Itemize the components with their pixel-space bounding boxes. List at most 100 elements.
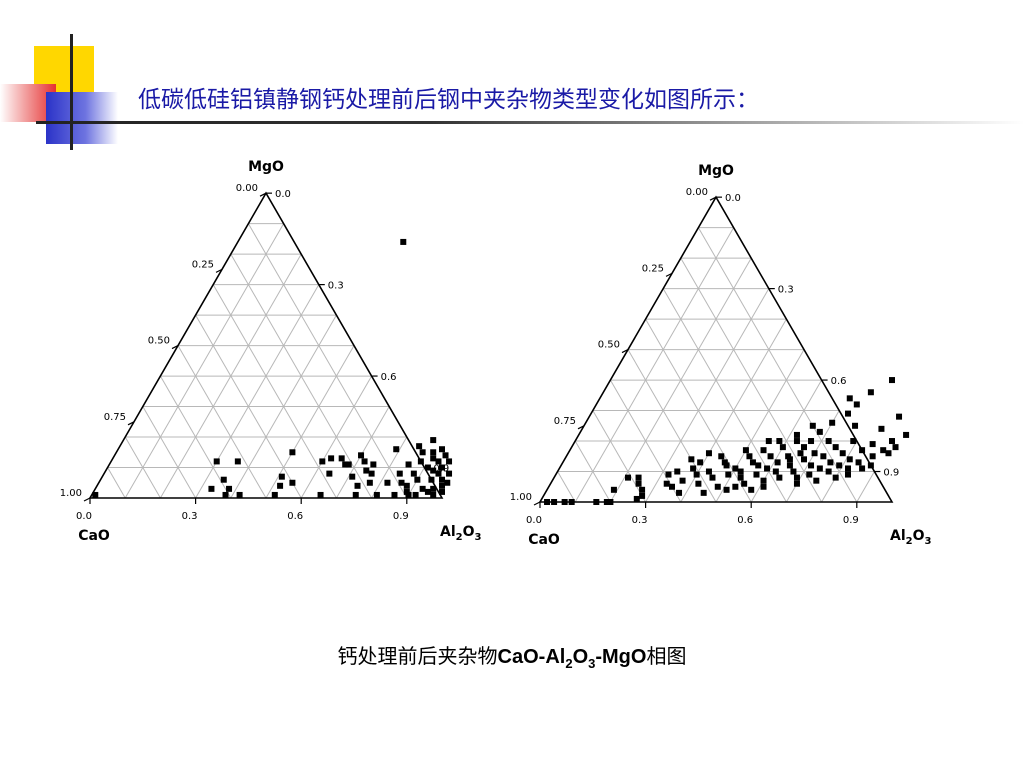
data-point <box>338 455 345 462</box>
data-point <box>352 491 359 498</box>
ternary-chart-after: 0.00 0.25 0.50 0.75 1.00 0.0 0.3 0.6 0.9 0.9 0.6 0.… <box>510 163 932 548</box>
vertex-label-cao: CaO <box>78 528 110 544</box>
data-point <box>732 483 739 490</box>
data-point <box>625 474 631 481</box>
grid-line-al2o3 <box>371 436 408 499</box>
data-point <box>398 479 405 486</box>
grid-line-cao <box>697 227 858 503</box>
data-point <box>885 450 892 457</box>
data-point <box>444 479 451 486</box>
left-axis-tick <box>533 501 541 506</box>
data-point <box>695 480 702 487</box>
data-point <box>690 465 697 472</box>
bottom-axis-tick-label: 0.3 <box>632 515 648 526</box>
data-point <box>809 422 816 429</box>
grid-line-al2o3 <box>265 345 355 499</box>
data-point <box>439 464 445 471</box>
data-point <box>208 485 215 492</box>
data-point <box>765 438 772 445</box>
data-point <box>446 458 453 465</box>
figure-caption: 钙处理前后夹杂物CaO-Al2O3-MgO相图 <box>0 640 1024 671</box>
data-point <box>610 486 617 493</box>
data-point <box>442 452 449 459</box>
data-point <box>793 474 800 481</box>
left-axis-tick <box>259 192 267 197</box>
data-point <box>878 425 885 432</box>
caption-prefix: 钙处理前后夹杂物 <box>337 644 498 668</box>
data-point <box>396 470 403 477</box>
data-point <box>439 482 445 489</box>
data-point <box>358 452 365 459</box>
data-point <box>349 473 356 480</box>
data-point <box>317 491 324 498</box>
slide-title: 低碳低硅铝镇静钢钙处理前后钢中夹杂物类型变化如图所示： <box>138 87 759 113</box>
data-point <box>737 474 744 481</box>
data-point <box>603 499 610 505</box>
data-point <box>430 467 437 474</box>
data-point <box>816 428 823 435</box>
data-point <box>328 455 335 462</box>
bottom-axis-tick-label: 0.0 <box>526 515 542 526</box>
data-point <box>679 477 686 484</box>
data-point <box>391 491 398 498</box>
data-point <box>416 443 423 450</box>
data-point <box>813 477 820 484</box>
data-point <box>674 468 681 475</box>
data-point <box>669 483 675 490</box>
data-point <box>779 444 786 451</box>
right-axis-tick-label: 0.3 <box>778 285 794 296</box>
grid-line-al2o3 <box>124 223 285 499</box>
grid-line-cao <box>107 467 126 499</box>
decor-blue-gradient-block <box>46 92 118 144</box>
data-point <box>836 462 843 469</box>
data-point <box>326 470 333 477</box>
data-point <box>428 476 435 483</box>
data-point <box>213 458 220 465</box>
data-point <box>880 447 887 454</box>
grid-line-al2o3 <box>574 227 735 503</box>
data-point <box>764 465 771 472</box>
data-point <box>368 470 375 477</box>
data-point <box>697 459 704 466</box>
data-point <box>742 447 749 454</box>
data-point <box>859 447 866 454</box>
data-point <box>785 453 792 460</box>
bottom-axis-tick-label: 0.0 <box>76 511 92 522</box>
data-point <box>234 458 241 465</box>
data-point <box>749 459 756 466</box>
data-point <box>403 482 410 489</box>
data-point <box>361 458 368 465</box>
data-point <box>635 480 642 487</box>
grid-line-cao <box>557 471 576 503</box>
data-point <box>869 441 876 448</box>
data-point <box>889 438 895 445</box>
data-point <box>793 438 800 445</box>
data-point <box>342 461 349 468</box>
data-point <box>820 453 827 460</box>
data-point <box>776 438 783 445</box>
data-point <box>400 238 407 245</box>
data-point <box>607 499 614 505</box>
left-axis-tick <box>577 425 585 430</box>
data-point <box>832 444 839 451</box>
vertex-label-mgo: MgO <box>698 163 734 179</box>
data-point <box>289 479 296 486</box>
data-point <box>746 453 753 460</box>
data-point <box>723 462 730 469</box>
caption-formula-sub1: 2 <box>565 656 573 671</box>
data-point <box>393 446 400 453</box>
data-point <box>226 485 233 492</box>
caption-formula-c: -MgO <box>595 646 647 668</box>
data-point <box>345 461 352 468</box>
data-point <box>718 453 725 460</box>
data-point <box>414 476 421 483</box>
decor-vertical-line <box>70 34 73 150</box>
data-point <box>277 482 284 489</box>
vertex-label-al2o3: Al2O3 <box>440 524 482 543</box>
data-point <box>551 499 558 505</box>
left-axis-tick <box>83 497 91 502</box>
data-point <box>370 461 377 468</box>
data-point <box>430 437 437 444</box>
data-point <box>767 453 774 460</box>
data-point <box>839 450 846 457</box>
